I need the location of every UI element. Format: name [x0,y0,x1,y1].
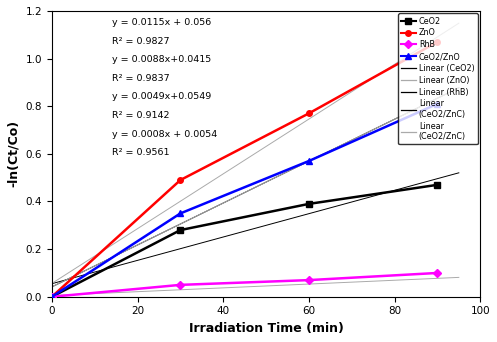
Line: CeO2/ZnO: CeO2/ZnO [49,101,440,300]
Text: y = 0.0115x + 0.056: y = 0.0115x + 0.056 [112,18,211,27]
CeO2/ZnO [434,102,440,106]
CeO2 [177,228,183,232]
RhB [177,283,183,287]
Text: R² = 0.9142: R² = 0.9142 [112,111,169,120]
Text: R² = 0.9561: R² = 0.9561 [112,148,169,157]
Text: R² = 0.9837: R² = 0.9837 [112,74,169,83]
Text: y = 0.0088x+0.0415: y = 0.0088x+0.0415 [112,55,211,64]
CeO2/ZnO [177,211,183,215]
CeO2/ZnO [49,295,55,299]
X-axis label: Irradiation Time (min): Irradiation Time (min) [188,322,343,335]
Line: CeO2: CeO2 [49,182,440,300]
Legend: CeO2, ZnO, RhB, CeO2/ZnO, Linear (CeO2), Linear (ZnO), Linear (RhB), Linear
(CeO: CeO2, ZnO, RhB, CeO2/ZnO, Linear (CeO2),… [398,13,478,144]
RhB [434,271,440,275]
ZnO [177,178,183,182]
Line: RhB: RhB [49,270,440,300]
CeO2 [434,183,440,187]
Text: y = 0.0049x+0.0549: y = 0.0049x+0.0549 [112,92,211,102]
ZnO [434,40,440,44]
Text: y = 0.0008x + 0.0054: y = 0.0008x + 0.0054 [112,130,217,139]
Y-axis label: -ln(Ct/Co): -ln(Ct/Co) [7,120,20,187]
Line: ZnO: ZnO [49,39,440,300]
CeO2 [49,295,55,299]
CeO2 [306,202,312,206]
CeO2/ZnO [306,159,312,163]
RhB [49,295,55,299]
Text: R² = 0.9827: R² = 0.9827 [112,37,169,46]
ZnO [306,111,312,115]
ZnO [49,295,55,299]
RhB [306,278,312,282]
